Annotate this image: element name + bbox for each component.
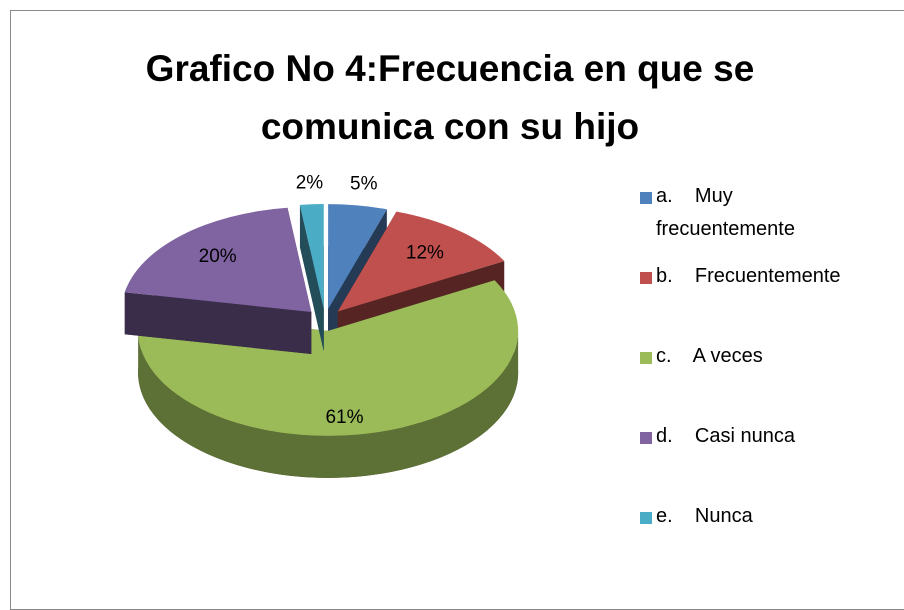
data-label: 2% xyxy=(296,172,324,193)
legend: a. Muy frecuentemente b. Frecuentemente c.… xyxy=(640,185,890,586)
legend-swatch xyxy=(640,272,652,284)
slice-top xyxy=(299,204,324,310)
slice-top xyxy=(138,280,519,436)
slice-wall xyxy=(138,330,519,478)
legend-label: c. A veces xyxy=(656,345,763,367)
legend-swatch xyxy=(640,512,652,524)
pie-slice xyxy=(124,207,312,354)
slice-top xyxy=(337,211,505,312)
slice-side xyxy=(124,292,312,354)
chart-title: Grafico No 4:Frecuencia en que se comuni… xyxy=(145,48,755,147)
legend-label: d. Casi nunca xyxy=(656,425,795,447)
data-label: 61% xyxy=(325,407,363,428)
chart: Grafico No 4:Frecuencia en que se comuni… xyxy=(10,10,904,610)
legend-swatch xyxy=(640,192,652,204)
legend-label: e. Nunca xyxy=(656,505,753,527)
legend-item: c. A veces xyxy=(640,345,890,426)
legend-swatch xyxy=(640,352,652,364)
legend-item: a. Muy frecuentemente xyxy=(640,185,890,266)
pie-slice xyxy=(299,204,324,352)
legend-label: a. Muy frecuentemente xyxy=(656,185,795,240)
legend-item: d. Casi nunca xyxy=(640,425,890,506)
legend-item: b. Frecuentemente xyxy=(640,265,890,346)
slice-top xyxy=(124,207,312,312)
legend-swatch xyxy=(640,432,652,444)
data-label: 12% xyxy=(406,242,444,263)
data-label: 5% xyxy=(350,174,378,195)
slice-side xyxy=(299,204,324,352)
legend-label: b. Frecuentemente xyxy=(656,265,841,287)
slice-top xyxy=(328,204,387,310)
legend-item: e. Nunca xyxy=(640,505,890,586)
pie-plot: 5% 12% 61% 20% 2% xyxy=(124,172,519,478)
data-label: 20% xyxy=(199,246,237,267)
